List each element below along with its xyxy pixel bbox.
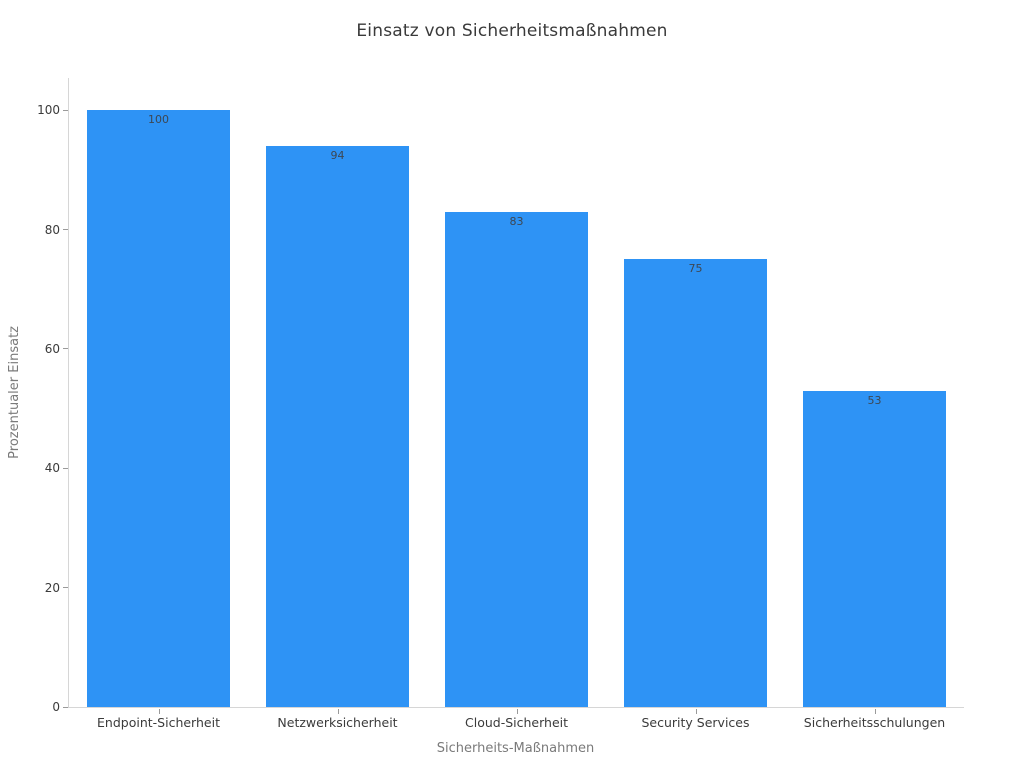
plot-area: 0 20 40 60 80 100 100 Endpoint-Sicherheit 94 Netz…	[37, 78, 964, 730]
chart-title: Einsatz von Sicherheitsmaßnahmen	[356, 21, 668, 41]
y-tick-label: 20	[44, 580, 60, 595]
y-axis-title-text: Prozentualer Einsatz	[6, 326, 22, 459]
x-tick-label: Netzwerksicherheit	[277, 715, 398, 730]
y-tick-label: 80	[44, 222, 60, 237]
x-tick-mark	[337, 709, 339, 714]
bar-value-label: 83	[509, 214, 524, 228]
y-tick-mark	[63, 348, 68, 350]
bar-value-label: 53	[867, 393, 882, 407]
x-tick-label: Sicherheitsschulungen	[803, 715, 946, 730]
bar: 94	[266, 146, 409, 707]
bar: 53	[803, 390, 946, 707]
x-tick-label: Cloud-Sicherheit	[464, 715, 569, 730]
bar-value-label: 94	[330, 149, 345, 163]
y-tick-label: 0	[52, 700, 60, 714]
y-tick-label: 100	[37, 103, 60, 118]
bar-value-label: 100	[147, 113, 169, 127]
y-tick-label: 40	[44, 461, 60, 476]
y-tick-mark	[63, 706, 68, 708]
bar: 75	[624, 259, 767, 707]
x-tick-label: Security Services	[641, 715, 750, 730]
x-tick-label: Endpoint-Sicherheit	[97, 715, 220, 730]
bar: 100	[87, 110, 230, 707]
y-tick-mark	[63, 587, 68, 589]
bar: 83	[445, 211, 588, 707]
y-tick-mark	[63, 467, 68, 469]
y-tick-label: 60	[44, 341, 60, 356]
x-axis-title: Sicherheits-Maßnahmen	[436, 741, 595, 756]
bar-value-label: 75	[688, 262, 703, 276]
y-tick-mark	[63, 109, 68, 111]
y-axis-title: Prozentualer Einsatz	[2, 78, 26, 707]
x-tick-mark	[695, 709, 697, 714]
x-tick-mark	[874, 709, 876, 714]
x-tick-mark	[516, 709, 518, 714]
y-tick-mark	[63, 229, 68, 231]
x-tick-mark	[158, 709, 160, 714]
